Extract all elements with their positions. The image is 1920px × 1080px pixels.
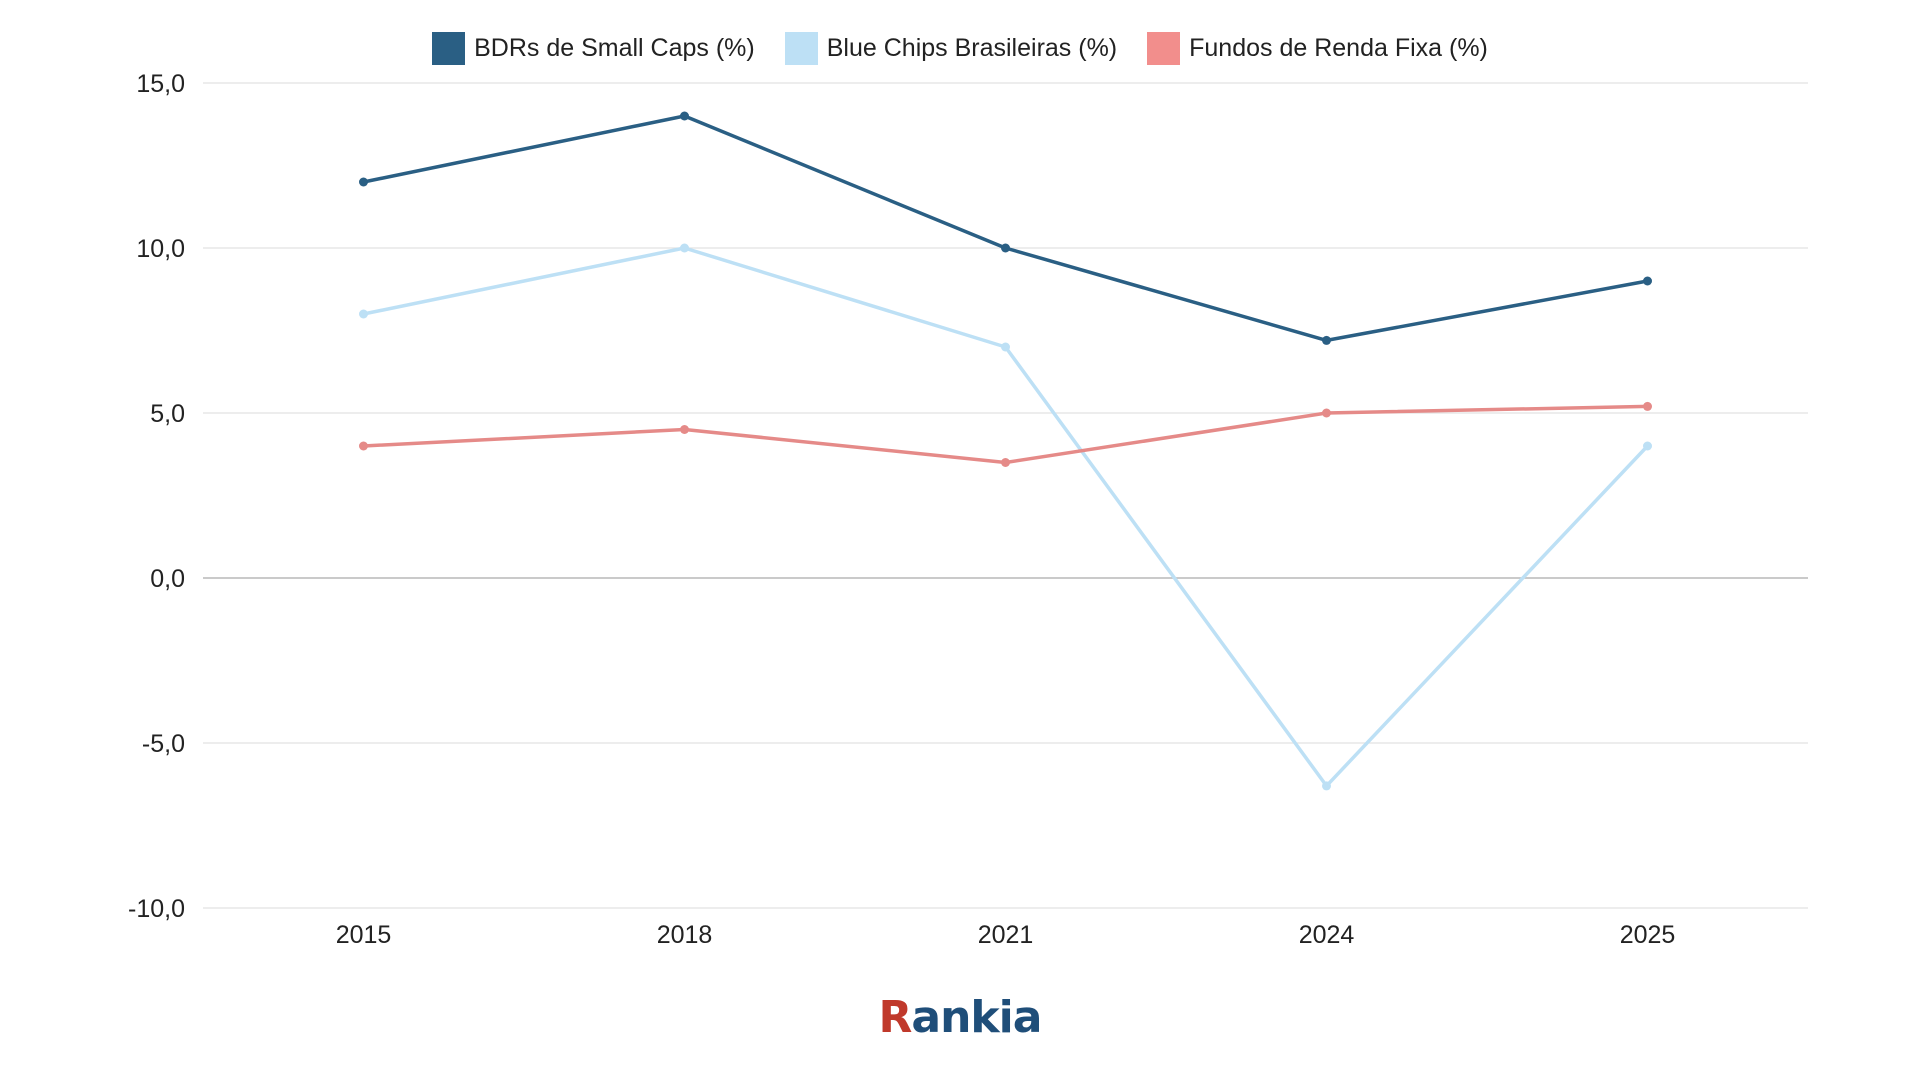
- data-point-series-2: [1001, 458, 1010, 467]
- legend-item-fundos-renda-fixa[interactable]: Fundos de Renda Fixa (%): [1147, 32, 1488, 65]
- y-tick-label: 10,0: [136, 235, 185, 263]
- legend-label-blue-chips: Blue Chips Brasileiras (%): [826, 34, 1118, 62]
- data-point-series-0: [680, 111, 689, 121]
- legend-label-fundos-renda-fixa: Fundos de Renda Fixa (%): [1189, 34, 1488, 62]
- chart-legend: BDRs de Small Caps (%) Blue Chips Brasil…: [0, 32, 1920, 65]
- data-point-series-0: [1322, 335, 1331, 345]
- y-tick-label: 15,0: [136, 70, 185, 98]
- logo-text: ankia: [911, 992, 1042, 1043]
- data-point-series-2: [680, 425, 689, 434]
- series-line-1: [361, 246, 1650, 788]
- data-point-series-2: [1643, 401, 1652, 411]
- y-tick-label: 5,0: [150, 400, 185, 428]
- y-tick-label: -10,0: [128, 895, 185, 923]
- x-tick-label: 2015: [336, 921, 392, 949]
- legend-swatch-bdrs-small-caps: [432, 32, 466, 65]
- data-point-series-2: [1322, 408, 1331, 418]
- y-tick-label: -5,0: [142, 730, 185, 758]
- x-tick-label: 2024: [1299, 921, 1355, 949]
- data-point-series-2: [359, 441, 368, 451]
- series-line-0: [361, 114, 1650, 343]
- data-point-series-1: [680, 243, 689, 253]
- logo-letter-r: R: [878, 992, 913, 1043]
- data-point-series-1: [1322, 781, 1331, 791]
- y-tick-label: 0,0: [150, 565, 185, 593]
- data-point-series-1: [1001, 342, 1010, 352]
- x-tick-label: 2018: [657, 921, 713, 949]
- x-tick-label: 2025: [1620, 921, 1676, 949]
- rankia-logo: Rankia: [0, 996, 1920, 1040]
- legend-item-blue-chips[interactable]: Blue Chips Brasileiras (%): [784, 32, 1118, 65]
- legend-swatch-blue-chips: [784, 32, 818, 65]
- data-point-series-0: [1001, 243, 1010, 253]
- data-point-series-1: [359, 309, 368, 319]
- data-point-series-0: [1643, 276, 1652, 286]
- data-point-series-0: [359, 177, 368, 187]
- x-tick-label: 2021: [978, 921, 1034, 949]
- legend-label-bdrs-small-caps: BDRs de Small Caps (%): [474, 34, 755, 62]
- data-point-series-1: [1643, 441, 1652, 451]
- series-line-2: [361, 404, 1650, 465]
- legend-item-bdrs-small-caps[interactable]: BDRs de Small Caps (%): [432, 32, 755, 65]
- legend-swatch-fundos-renda-fixa: [1147, 32, 1181, 65]
